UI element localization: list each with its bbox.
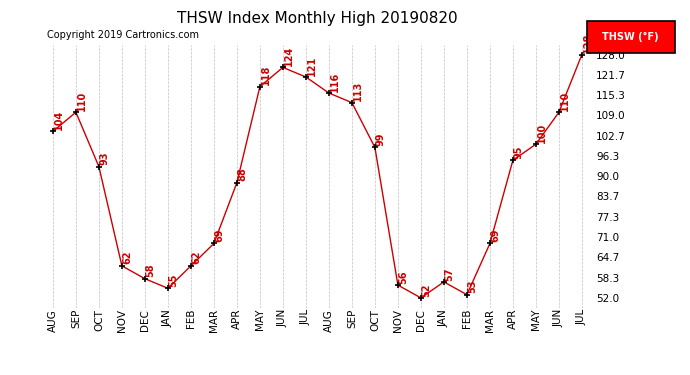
Text: 121: 121 — [306, 56, 317, 76]
Text: 110: 110 — [77, 91, 86, 111]
Text: 62: 62 — [191, 251, 201, 264]
Text: THSW Index Monthly High 20190820: THSW Index Monthly High 20190820 — [177, 11, 457, 26]
Text: 128: 128 — [582, 33, 593, 53]
Text: 110: 110 — [560, 91, 569, 111]
Text: 113: 113 — [353, 81, 362, 101]
Text: 52: 52 — [422, 283, 431, 297]
Text: 93: 93 — [99, 152, 110, 165]
Text: 100: 100 — [536, 123, 546, 143]
Text: 53: 53 — [467, 280, 477, 293]
Text: 88: 88 — [237, 168, 248, 181]
Text: 69: 69 — [491, 229, 500, 242]
Text: 99: 99 — [375, 132, 386, 146]
Text: 55: 55 — [168, 273, 179, 287]
Text: 116: 116 — [329, 71, 339, 92]
Text: 124: 124 — [284, 46, 293, 66]
Text: 118: 118 — [260, 65, 270, 85]
Text: 56: 56 — [398, 270, 408, 284]
Text: 95: 95 — [513, 146, 524, 159]
Text: 58: 58 — [146, 264, 155, 277]
Text: 104: 104 — [53, 110, 63, 130]
Text: THSW (°F): THSW (°F) — [602, 32, 659, 42]
Text: 57: 57 — [444, 267, 455, 280]
Text: Copyright 2019 Cartronics.com: Copyright 2019 Cartronics.com — [47, 30, 199, 40]
Text: 62: 62 — [122, 251, 132, 264]
Text: 69: 69 — [215, 229, 224, 242]
